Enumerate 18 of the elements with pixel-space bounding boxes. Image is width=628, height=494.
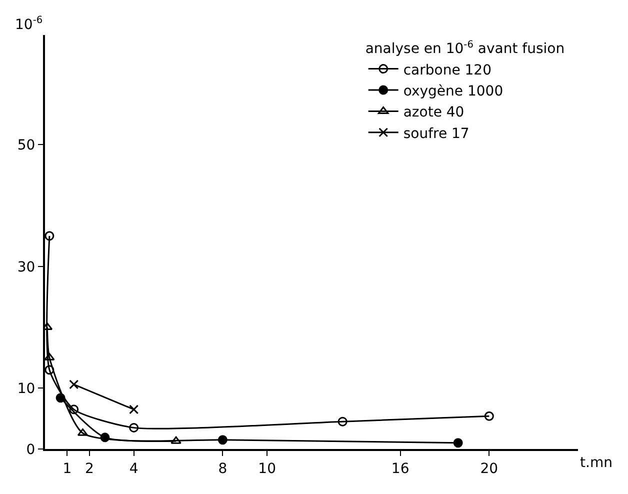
- y-tick-label: 10: [17, 381, 36, 398]
- y-tick-label: 30: [17, 259, 36, 276]
- legend-label: soufre 17: [403, 126, 470, 142]
- legend-label: oxygène 1000: [403, 83, 504, 100]
- x-tick-label: 2: [84, 460, 94, 477]
- legend-title: analyse en 10$^{-6}$ avant fusion: [365, 39, 565, 58]
- x-tick-label: 20: [480, 460, 498, 477]
- y-tick-label: 50: [17, 137, 36, 154]
- x-tick-label: 10: [258, 460, 276, 477]
- y-tick-label: 0: [26, 442, 36, 458]
- legend-label: azote 40: [403, 104, 464, 121]
- x-tick-label: 4: [129, 460, 138, 477]
- x-axis-title: t.mn: [580, 455, 612, 471]
- x-tick-label: 8: [218, 460, 228, 477]
- x-tick-label: 1: [62, 460, 72, 477]
- x-tick-label: 16: [391, 460, 410, 477]
- y-axis-title: 10$^{-6}$: [15, 15, 43, 33]
- legend-label: carbone 120: [403, 62, 492, 78]
